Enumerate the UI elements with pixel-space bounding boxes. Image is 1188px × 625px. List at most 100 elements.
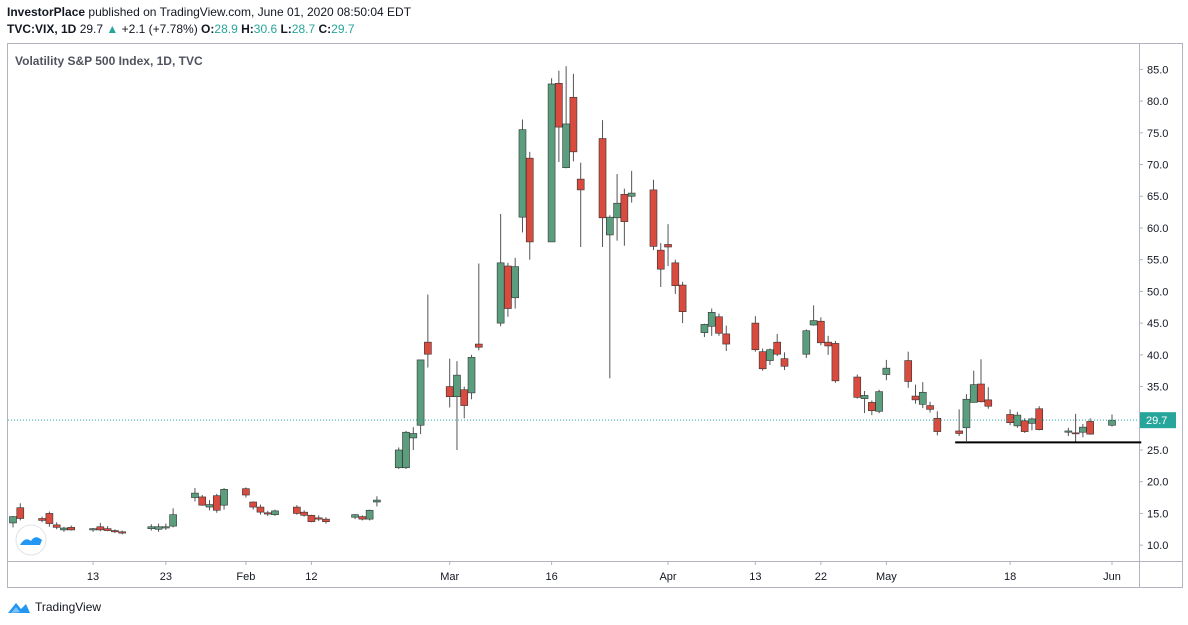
candle-body <box>162 526 170 529</box>
candle <box>722 325 731 352</box>
candle <box>664 224 672 267</box>
candle-body <box>598 138 607 219</box>
candle-body <box>933 417 942 432</box>
candle <box>649 179 658 251</box>
candle-body <box>918 391 927 405</box>
overlays-layer: 29.7 <box>8 412 1176 444</box>
candle-body <box>962 398 971 429</box>
candle <box>555 70 563 162</box>
candle-body <box>45 513 54 524</box>
candle-body <box>467 357 476 394</box>
candle-body <box>824 341 832 347</box>
candle-body <box>118 531 126 534</box>
symbol-label: TVC:VIX, 1D <box>7 22 77 36</box>
candle-body <box>809 320 818 326</box>
candle <box>1028 417 1036 431</box>
candle <box>249 501 257 510</box>
candle-body <box>853 376 862 398</box>
candle <box>169 508 177 528</box>
candle <box>89 528 97 532</box>
candle-body <box>460 389 469 406</box>
candle-body <box>656 249 665 270</box>
y-tick-label: 75.0 <box>1147 128 1168 140</box>
candle-body <box>154 526 163 530</box>
x-tick-label: 13 <box>749 571 761 583</box>
candle <box>671 259 680 294</box>
candle-body <box>67 527 76 531</box>
candle-body <box>620 194 629 222</box>
y-tick-label: 80.0 <box>1147 96 1168 108</box>
candle <box>955 409 963 437</box>
badge-circle <box>15 524 47 556</box>
triangle-up-icon: ▲ <box>106 22 119 36</box>
candle <box>256 504 265 515</box>
high-label: H: <box>241 22 254 36</box>
candle-body <box>147 526 156 529</box>
candle-body <box>955 430 963 434</box>
candle-body <box>351 514 359 518</box>
candle-body <box>322 518 330 522</box>
candle-body <box>416 359 425 426</box>
candle <box>242 487 250 498</box>
candle-body <box>511 266 519 299</box>
candle <box>606 215 614 379</box>
candle <box>293 505 301 515</box>
candle-body <box>926 405 934 410</box>
candle <box>52 522 61 530</box>
y-tick-label: 70.0 <box>1147 160 1168 172</box>
candle-body <box>882 367 891 375</box>
candle <box>511 257 519 309</box>
candle <box>38 516 46 523</box>
candle-body <box>649 189 658 247</box>
last-price-badge <box>1140 412 1176 429</box>
candle-body <box>453 374 461 398</box>
open-value: 28.9 <box>214 22 238 36</box>
candle-body <box>911 395 920 401</box>
candle-body <box>504 265 512 309</box>
x-tick-label: 22 <box>815 571 827 583</box>
candle <box>1079 423 1087 438</box>
y-tick-label: 45.0 <box>1147 318 1168 330</box>
candle-body <box>868 402 876 411</box>
candle-body <box>394 449 403 469</box>
candle-body <box>1064 430 1073 433</box>
candle-body <box>802 330 811 355</box>
candle-body <box>1028 418 1036 424</box>
candles-layer <box>9 66 1116 535</box>
candle-body <box>984 399 993 407</box>
y-tick-label: 15.0 <box>1147 508 1168 520</box>
candle-body <box>111 530 119 533</box>
candle-body <box>773 341 782 355</box>
candle-body <box>52 524 61 528</box>
candle <box>271 509 279 516</box>
candle-body <box>16 507 25 519</box>
candle <box>16 503 25 521</box>
candle-body <box>307 515 316 522</box>
candle-body <box>569 96 578 153</box>
publisher-name: InvestorPlace <box>7 5 86 19</box>
candle <box>409 427 418 450</box>
candle-body <box>242 488 250 496</box>
candle-body <box>445 386 454 398</box>
candle <box>1086 418 1094 435</box>
candle-body <box>525 157 534 243</box>
candle-body <box>358 516 367 520</box>
candle-body <box>1071 432 1080 435</box>
candle-body <box>402 431 410 469</box>
y-tick-label: 20.0 <box>1147 477 1168 489</box>
candle-body <box>1079 426 1087 433</box>
candle <box>817 317 825 346</box>
candle-body <box>1035 408 1044 430</box>
y-tick-label: 85.0 <box>1147 64 1168 76</box>
candle-body <box>555 83 563 128</box>
candle <box>118 530 126 535</box>
candle <box>984 387 993 409</box>
candle-body <box>169 514 177 527</box>
y-tick-label: 35.0 <box>1147 382 1168 394</box>
candle-body <box>831 343 840 382</box>
footer: TradingView <box>7 597 101 617</box>
candle <box>1064 427 1073 437</box>
candle-body <box>314 517 323 520</box>
x-tick-label: Mar <box>440 571 459 583</box>
